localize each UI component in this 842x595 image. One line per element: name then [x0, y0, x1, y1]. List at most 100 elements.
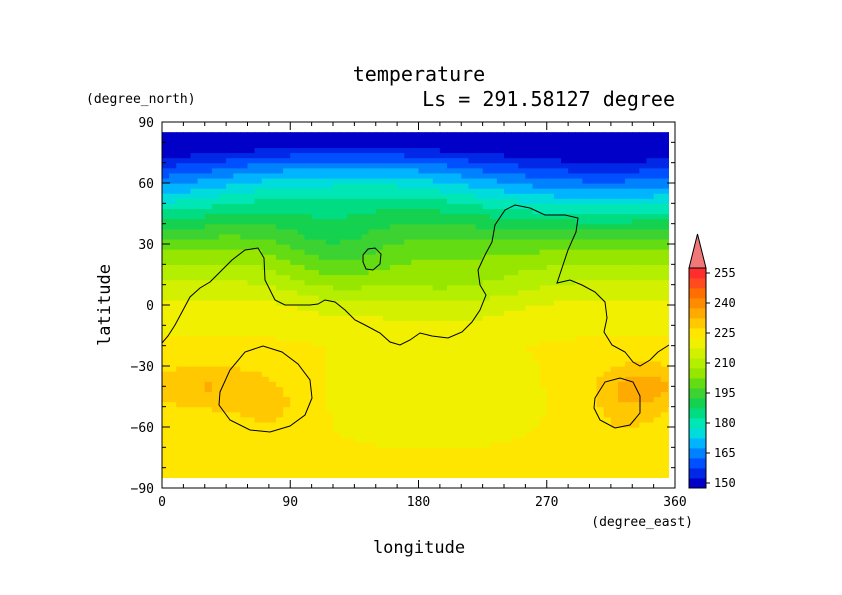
heatmap-cell: [568, 269, 576, 276]
heatmap-cell: [261, 254, 270, 260]
heatmap-cell: [532, 188, 541, 194]
heatmap-cell: [461, 157, 469, 164]
heatmap-cell: [475, 132, 484, 138]
heatmap-cell: [568, 132, 576, 138]
heatmap-cell: [333, 294, 341, 301]
heatmap-cell: [439, 183, 448, 189]
heatmap-cell: [447, 203, 455, 210]
heatmap-cell: [254, 406, 263, 413]
heatmap-cell: [475, 320, 484, 326]
heatmap-cell: [254, 467, 263, 474]
heatmap-cell: [176, 223, 184, 230]
heatmap-cell: [646, 289, 655, 296]
heatmap-cell: [511, 167, 519, 174]
heatmap-cell: [211, 452, 220, 459]
heatmap-cell: [667, 416, 669, 423]
heatmap-cell: [639, 152, 648, 159]
heatmap-cell: [261, 330, 270, 337]
heatmap-cell: [411, 376, 420, 382]
heatmap-cell: [575, 472, 583, 478]
heatmap-cell: [589, 386, 598, 393]
heatmap-cell: [553, 401, 562, 408]
heatmap-cell: [447, 284, 455, 291]
heatmap-cell: [653, 299, 662, 306]
heatmap-cell: [632, 254, 640, 260]
heatmap-cell: [183, 274, 192, 281]
heatmap-cell: [461, 203, 469, 210]
heatmap-cell: [240, 244, 249, 250]
heatmap-cell: [254, 376, 263, 382]
heatmap-cell: [589, 350, 598, 357]
heatmap-cell: [575, 228, 583, 235]
heatmap-cell: [653, 177, 662, 184]
heatmap-cell: [397, 447, 405, 454]
heatmap-cell: [340, 223, 348, 230]
heatmap-cell: [304, 310, 313, 316]
heatmap-cell: [553, 177, 562, 184]
heatmap-cell: [368, 437, 377, 443]
heatmap-cell: [596, 208, 605, 215]
heatmap-cell: [219, 157, 227, 164]
heatmap-cell: [211, 198, 220, 204]
heatmap-cell: [219, 233, 227, 240]
heatmap-cell: [475, 177, 484, 184]
heatmap-cell: [397, 299, 405, 306]
heatmap-cell: [468, 183, 477, 189]
heatmap-cell: [340, 432, 348, 438]
heatmap-cell: [382, 228, 391, 235]
heatmap-cell: [525, 432, 534, 438]
heatmap-cell: [653, 335, 662, 342]
heatmap-cell: [582, 162, 591, 169]
heatmap-cell: [375, 147, 384, 154]
heatmap-cell: [468, 396, 477, 403]
heatmap-cell: [418, 177, 427, 184]
heatmap-cell: [283, 208, 291, 215]
heatmap-cell: [283, 254, 291, 260]
heatmap-cell: [354, 177, 363, 184]
heatmap-cell: [368, 132, 377, 138]
heatmap-cell: [454, 350, 462, 357]
heatmap-cell: [618, 340, 626, 347]
heatmap-cell: [618, 157, 626, 164]
heatmap-cell: [646, 147, 655, 154]
heatmap-cell: [183, 259, 192, 265]
heatmap-cell: [632, 411, 640, 418]
heatmap-cell: [561, 371, 569, 377]
heatmap-cell: [504, 259, 512, 265]
heatmap-cell: [411, 249, 420, 255]
heatmap-cell: [297, 386, 306, 393]
heatmap-cell: [496, 391, 505, 398]
heatmap-cell: [404, 157, 412, 164]
heatmap-cell: [268, 183, 277, 189]
heatmap-cell: [468, 249, 477, 255]
heatmap-cell: [610, 427, 619, 433]
heatmap-cell: [496, 259, 505, 265]
heatmap-cell: [361, 284, 370, 291]
heatmap-cell: [575, 269, 583, 276]
heatmap-cell: [347, 259, 355, 265]
heatmap-cell: [639, 305, 648, 311]
heatmap-cell: [653, 305, 662, 311]
heatmap-cell: [390, 259, 398, 265]
heatmap-cell: [475, 167, 484, 174]
heatmap-cell: [176, 360, 184, 367]
heatmap-cell: [176, 132, 184, 138]
heatmap-cell: [582, 289, 591, 296]
heatmap-cell: [418, 340, 427, 347]
heatmap-cell: [447, 208, 455, 215]
heatmap-cell: [511, 432, 519, 438]
heatmap-cell: [532, 381, 541, 387]
heatmap-cell: [489, 299, 498, 306]
heatmap-cell: [660, 345, 669, 352]
heatmap-cell: [653, 233, 662, 240]
heatmap-cell: [447, 142, 455, 149]
heatmap-cell: [568, 142, 576, 149]
heatmap-cell: [411, 320, 420, 326]
heatmap-cell: [404, 345, 412, 352]
heatmap-cell: [254, 228, 263, 235]
heatmap-cell: [211, 152, 220, 159]
heatmap-cell: [653, 411, 662, 418]
heatmap-cell: [532, 294, 541, 301]
heatmap-cell: [382, 294, 391, 301]
heatmap-cell: [625, 213, 633, 220]
